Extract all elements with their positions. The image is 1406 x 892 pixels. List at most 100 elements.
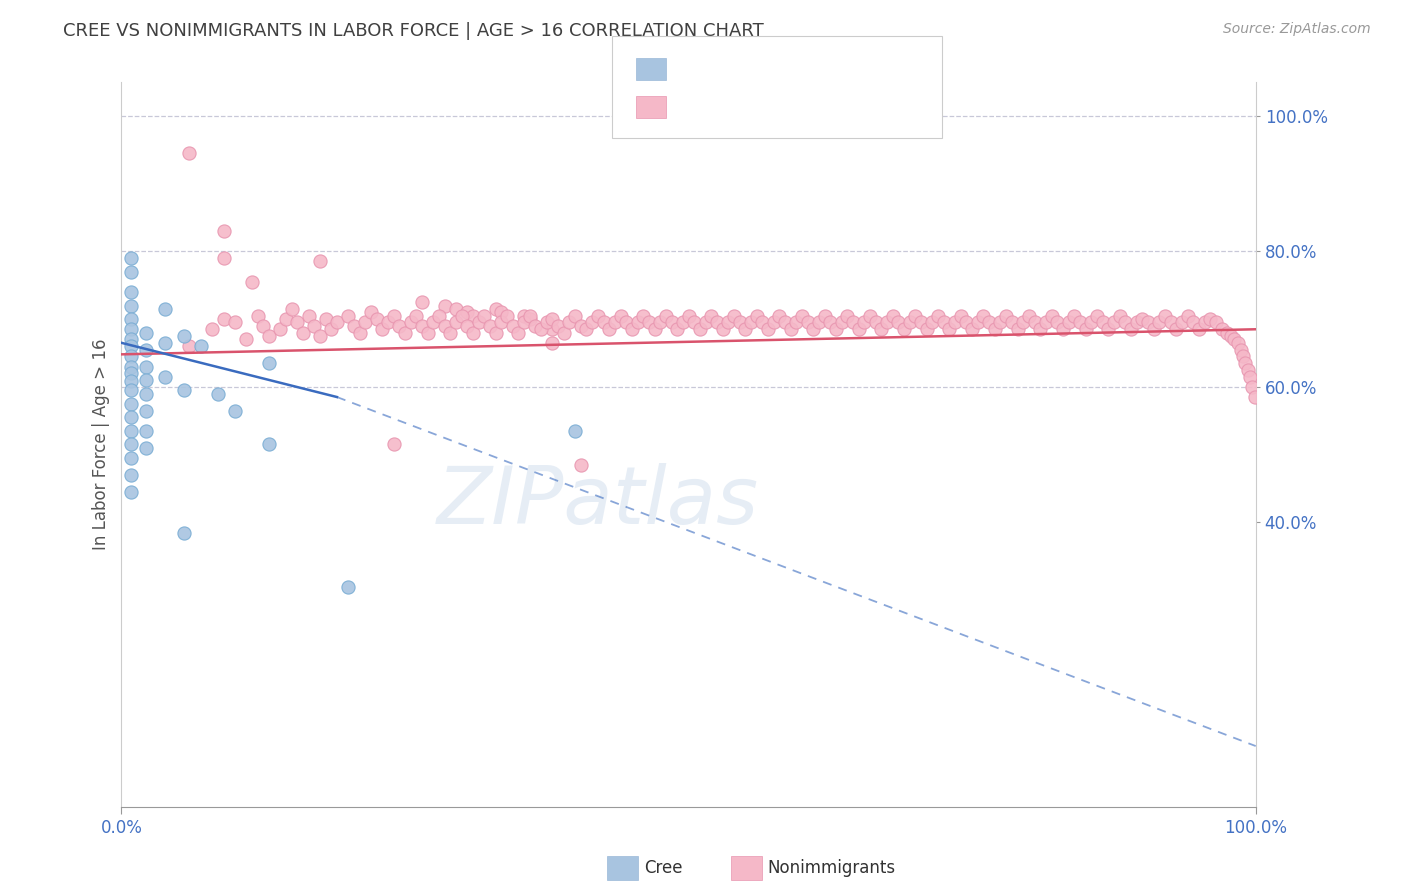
Point: [360, 305, 382, 319]
Point: [1108, 309, 1130, 323]
Point: [120, 384, 142, 398]
Point: [756, 322, 779, 336]
Point: [173, 525, 195, 540]
Point: [762, 316, 785, 330]
Text: 154: 154: [801, 98, 837, 116]
Point: [683, 316, 706, 330]
Point: [887, 316, 910, 330]
Point: [723, 309, 745, 323]
Point: [768, 309, 790, 323]
Text: 41: 41: [801, 60, 824, 78]
Point: [960, 322, 983, 336]
Point: [790, 309, 813, 323]
Point: [859, 309, 882, 323]
Point: [153, 301, 176, 316]
Point: [1035, 316, 1057, 330]
Point: [326, 316, 349, 330]
Text: N =: N =: [772, 60, 808, 78]
Point: [1119, 322, 1142, 336]
Point: [751, 316, 773, 330]
Point: [1160, 316, 1182, 330]
Point: [541, 322, 564, 336]
Point: [904, 309, 927, 323]
Point: [949, 309, 972, 323]
Point: [1029, 322, 1052, 336]
Point: [496, 309, 519, 323]
Point: [711, 322, 734, 336]
Point: [491, 305, 513, 319]
Point: [394, 326, 416, 340]
Point: [1102, 316, 1125, 330]
Text: ZIPatlas: ZIPatlas: [437, 464, 759, 541]
Point: [135, 359, 157, 374]
Point: [631, 309, 654, 323]
Point: [745, 309, 768, 323]
Point: [1230, 343, 1253, 357]
Point: [444, 301, 467, 316]
Point: [120, 367, 142, 381]
Point: [377, 316, 399, 330]
Point: [224, 316, 246, 330]
Point: [343, 318, 366, 333]
Point: [740, 316, 762, 330]
Point: [485, 326, 508, 340]
Point: [893, 322, 915, 336]
Point: [411, 295, 433, 310]
Point: [120, 312, 142, 326]
Point: [581, 316, 603, 330]
Point: [1018, 309, 1040, 323]
Text: Source: ZipAtlas.com: Source: ZipAtlas.com: [1223, 22, 1371, 37]
Point: [1085, 309, 1108, 323]
Point: [598, 322, 620, 336]
Point: [207, 386, 229, 401]
Point: [201, 322, 224, 336]
Point: [309, 329, 332, 343]
Point: [706, 316, 728, 330]
Point: [461, 326, 484, 340]
Point: [541, 312, 564, 326]
Point: [212, 224, 235, 238]
Point: [1171, 316, 1194, 330]
Point: [569, 318, 592, 333]
Point: [700, 309, 723, 323]
Point: [252, 318, 274, 333]
Point: [173, 384, 195, 398]
Point: [508, 326, 530, 340]
Point: [382, 309, 405, 323]
Point: [984, 322, 1007, 336]
Point: [257, 329, 280, 343]
Point: [796, 316, 818, 330]
Point: [575, 322, 598, 336]
Point: [1136, 316, 1159, 330]
Point: [120, 251, 142, 265]
Text: Nonimmigrants: Nonimmigrants: [768, 859, 896, 877]
Point: [1188, 322, 1211, 336]
Point: [1182, 316, 1205, 330]
Point: [224, 403, 246, 417]
Point: [366, 312, 388, 326]
Point: [1063, 309, 1085, 323]
Point: [120, 467, 142, 482]
Point: [672, 316, 695, 330]
Point: [569, 458, 592, 472]
Point: [1007, 322, 1029, 336]
Point: [773, 316, 796, 330]
Point: [135, 373, 157, 387]
Point: [1012, 316, 1035, 330]
Point: [547, 318, 569, 333]
Point: [212, 312, 235, 326]
Point: [285, 316, 308, 330]
Point: [927, 309, 949, 323]
Point: [179, 146, 201, 161]
Text: Cree: Cree: [644, 859, 682, 877]
Point: [1177, 309, 1199, 323]
Point: [120, 437, 142, 451]
Point: [728, 316, 751, 330]
Point: [1199, 312, 1222, 326]
Point: [638, 316, 661, 330]
Text: R =: R =: [675, 98, 711, 116]
Point: [1154, 309, 1177, 323]
Point: [337, 309, 360, 323]
Point: [304, 318, 326, 333]
Point: [820, 316, 842, 330]
